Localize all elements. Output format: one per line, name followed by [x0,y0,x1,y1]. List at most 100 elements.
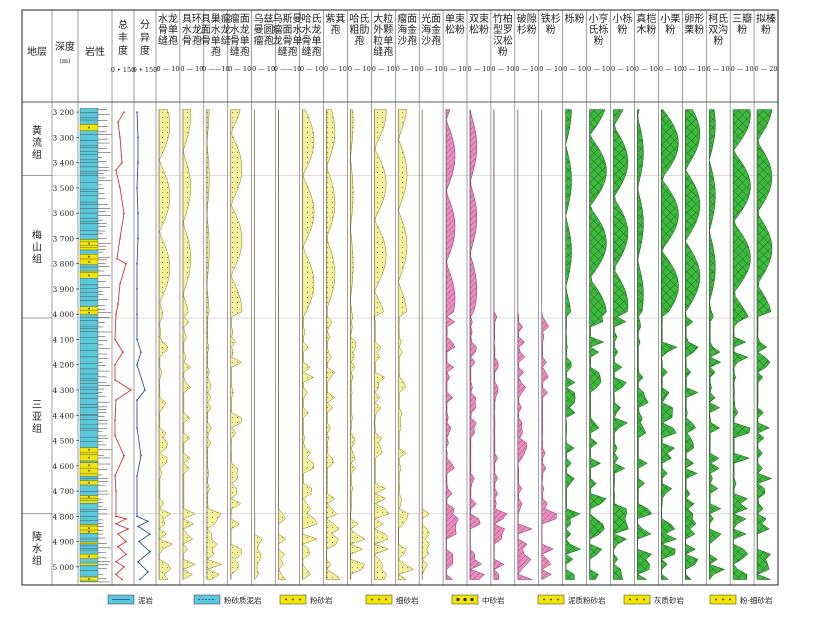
lithology-sandstone [79,473,99,477]
taxon-scale: 0 — 20 [755,65,778,73]
lithology-mudstone [79,380,99,384]
abundance-point [123,566,125,568]
abundance-point [130,389,132,391]
lithology-mudstone [79,538,99,543]
lithology-mudstone [79,188,99,192]
diversity-point [140,351,142,353]
depth-tick-label: 3 300 [53,133,75,142]
taxon-scale: 0 — 10 [659,65,682,73]
depth-tick-label: 3 500 [53,184,75,193]
depth-tick-label: 4 900 [53,538,75,547]
lithology-mudstone [79,112,99,118]
taxon-profile [565,109,582,580]
taxon-profile [278,109,287,580]
header-diversity: 异 [140,32,150,44]
taxon-scale: 0 — 10 [515,65,538,73]
taxon-header: 缝孢 [230,45,250,58]
depth-tick-label: 3 400 [53,159,75,168]
lithology-mudstone [79,545,99,549]
taxon-header: 海金 [397,23,417,36]
lithology-mudstone [79,212,99,219]
taxon-header: 粉 [546,23,556,36]
abundance-point [115,313,117,316]
taxon-profile [637,109,653,580]
diversity-point [136,313,138,316]
diversity-curve [136,112,151,580]
lithology-mudstone [79,292,99,297]
abundance-point [117,533,119,535]
taxon-header: 小亨 [589,12,609,25]
lithology-mudstone [79,147,99,152]
lithology-mudstone [79,414,99,416]
taxon-profile [756,109,773,580]
lithology-mudstone [79,108,99,113]
lithology-mudstone [79,317,99,321]
legend-swatch-dot [371,598,373,601]
lithology-mudstone [79,195,99,203]
formation-name: 亚 [32,412,42,423]
lithology-mudstone [79,549,99,555]
abundance-point [119,136,121,139]
taxon-header: 柯氏 [708,12,728,25]
taxon-header: 真桤 [636,12,656,25]
legend-swatch-dot [729,598,731,601]
lithology-mudstone [79,145,99,148]
taxon-profile [206,109,223,580]
taxon-profile [326,109,341,580]
taxon-header: 型罗 [493,23,513,36]
legend-swatch-dot [722,598,724,601]
diversity-point [136,427,138,429]
lithology-mudstone [79,218,99,222]
depth-tick-label: 3 600 [53,209,75,218]
abundance-point [117,303,119,305]
taxon-header: 拟榛 [756,12,776,25]
taxon-scale: 0 — 10 [444,65,467,73]
diversity-point [138,540,140,543]
lithology-mudstone [79,325,99,329]
abundance-point [125,553,127,556]
depth-tick-label: 4 800 [53,512,75,521]
lithology-grain [88,527,90,529]
diversity-point [137,161,139,164]
lithology-mudstone [79,117,99,121]
diversity-point [137,237,139,240]
taxon-header: 水龙 [158,12,178,25]
taxon-scale: 0 — 10 [372,65,395,73]
abundance-point [127,528,129,530]
taxon-header: 杉粉 [517,23,537,36]
taxon-scale: 0 — 10 [348,65,371,73]
lithology-mudstone [79,159,99,163]
lithology-mudstone [79,204,99,209]
taxon-profile [350,109,366,580]
lithology-mudstone [79,288,99,293]
lithology-grain [88,496,90,498]
taxon-profile [613,109,629,580]
taxon-profile [541,109,557,580]
taxon-header: 龙骨单 [273,34,303,47]
taxon-header: 粉 [618,23,628,36]
diversity-point [136,515,138,518]
taxon-header: 小栗 [660,13,680,25]
taxon-header: 孢 [330,24,340,36]
lithology-mudstone [79,314,99,318]
abundance-point [119,283,121,285]
lithology-mudstone [79,221,99,225]
legend-swatch-dot [292,598,294,601]
lithology-mudstone [79,520,99,525]
lithology-grain [88,530,90,533]
lithology-mudstone [79,331,99,338]
taxon-header: 缝孢 [302,45,322,58]
formation-name: 流 [32,136,42,149]
legend-swatch-dot [456,597,460,602]
abundance-point [114,379,116,381]
legend-label-silty_mudstone: 粉砂质泥岩 [224,595,262,605]
abundance-point [123,212,125,214]
abundance-point [116,257,118,260]
taxon-header: 粗肋 [349,23,369,36]
lithology-mudstone [79,419,99,425]
taxon-header: 沙孢 [397,35,417,47]
lithology-mudstone [79,300,99,307]
lithology-mudstone [79,533,99,540]
taxon-header: 竹柏 [493,12,513,25]
abundance-point [125,262,127,265]
